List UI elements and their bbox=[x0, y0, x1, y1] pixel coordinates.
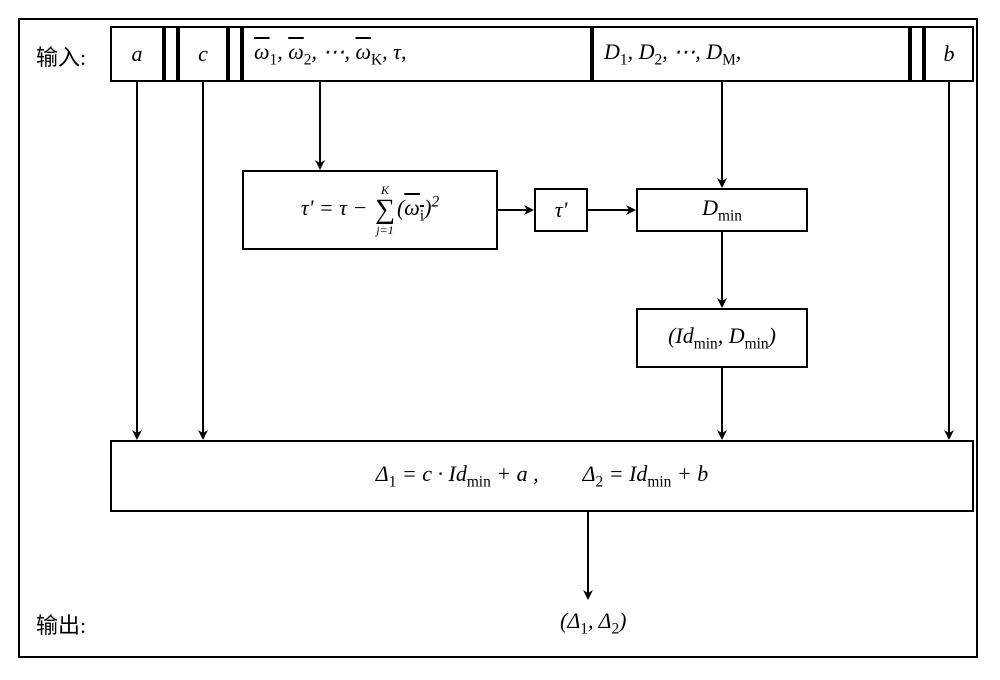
text-D: D1, D2, ⋯, DM, bbox=[604, 39, 741, 69]
text-a: a bbox=[132, 41, 143, 67]
tau-prime-formula: τ' = τ − K∑j=1(ωi)2 bbox=[301, 184, 439, 236]
input-cell-a: a bbox=[110, 26, 164, 82]
output-value: (Δ1, Δ2) bbox=[560, 608, 627, 638]
input-cell-c: c bbox=[178, 26, 228, 82]
outer-frame bbox=[18, 18, 978, 658]
id-dmin-box: (Idmin, Dmin) bbox=[636, 308, 808, 368]
diagram-root: 输入: a c ω1, ω2, ⋯, ωK, τ, D1, D2, ⋯, DM,… bbox=[0, 0, 1000, 680]
delta-formula: Δ1 = c · Idmin + a , Δ2 = Idmin + b bbox=[376, 461, 708, 491]
text-c: c bbox=[198, 41, 208, 67]
text-omega-tau: ω1, ω2, ⋯, ωK, τ, bbox=[254, 39, 407, 69]
input-cell-D: D1, D2, ⋯, DM, bbox=[592, 26, 910, 82]
output-label: 输出: bbox=[36, 608, 86, 640]
input-cell-omega: ω1, ω2, ⋯, ωK, τ, bbox=[242, 26, 592, 82]
tau-prime-text: τ' bbox=[555, 197, 568, 223]
text-b: b bbox=[944, 41, 955, 67]
spacer-3 bbox=[910, 26, 924, 82]
dmin-text: Dmin bbox=[702, 195, 742, 225]
spacer-1 bbox=[164, 26, 178, 82]
tau-prime-box: τ' bbox=[534, 188, 588, 232]
id-dmin-text: (Idmin, Dmin) bbox=[668, 323, 776, 353]
dmin-box: Dmin bbox=[636, 188, 808, 232]
input-label: 输入: bbox=[36, 40, 86, 72]
delta-box: Δ1 = c · Idmin + a , Δ2 = Idmin + b bbox=[110, 440, 974, 512]
tau-prime-formula-box: τ' = τ − K∑j=1(ωi)2 bbox=[242, 170, 498, 250]
input-cell-b: b bbox=[924, 26, 974, 82]
spacer-2 bbox=[228, 26, 242, 82]
